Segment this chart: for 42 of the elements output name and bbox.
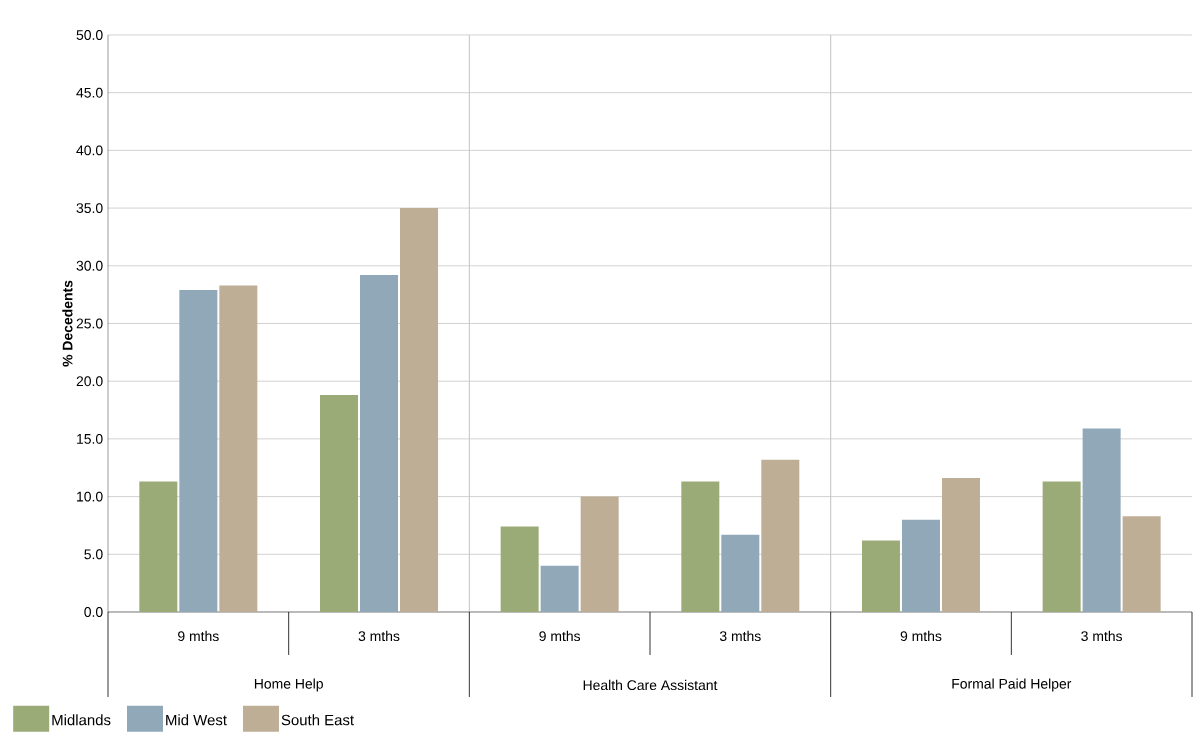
y-tick-label: 5.0 — [84, 549, 103, 560]
y-tick-label: 50.0 — [76, 30, 103, 40]
legend-label: South East — [281, 714, 354, 726]
text: Home Help — [254, 678, 323, 692]
bar — [320, 395, 358, 612]
bar — [179, 290, 218, 612]
bar — [360, 275, 398, 612]
bar — [1042, 481, 1081, 612]
y-tick-label: 20.0 — [76, 376, 103, 387]
bar — [721, 534, 760, 612]
y-tick-label: 45.0 — [76, 87, 103, 98]
y-tick-label: 30.0 — [76, 260, 103, 271]
bar — [1082, 428, 1121, 612]
y-tick-label: 35.0 — [76, 203, 103, 214]
x-tick-label: 9 mths — [178, 630, 219, 642]
x-tick-label: 3 mths — [1081, 630, 1123, 642]
text: Formal Paid Helper — [952, 678, 1072, 692]
bar — [901, 519, 940, 612]
x-tick-label: 3 mths — [358, 630, 400, 642]
y-tick-label: 10.0 — [77, 491, 103, 502]
y-tick-label: 40.0 — [76, 145, 103, 156]
bar — [400, 208, 438, 612]
legend-label: Midlands — [52, 714, 111, 726]
x-tick-label: 9 mths — [900, 630, 942, 642]
legend-label: Mid West — [166, 714, 227, 726]
bar — [219, 285, 258, 612]
bar — [500, 526, 539, 612]
bar — [861, 540, 900, 612]
bar — [139, 481, 178, 612]
bar — [941, 478, 980, 612]
bar — [540, 565, 579, 612]
bar — [1122, 516, 1161, 612]
y-tick-label: 25.0 — [76, 318, 103, 329]
y-axis-title: % Decedents — [62, 280, 73, 367]
x-tick-label: 9 mths — [539, 630, 581, 642]
y-tick-label: 0.0 — [84, 607, 103, 617]
bar — [761, 459, 800, 612]
x-tick-label: 3 mths — [719, 630, 761, 642]
y-tick-label: 15.0 — [77, 433, 103, 444]
bar — [580, 496, 619, 612]
text: Health Care Assistant — [583, 679, 718, 691]
bar — [681, 481, 720, 612]
